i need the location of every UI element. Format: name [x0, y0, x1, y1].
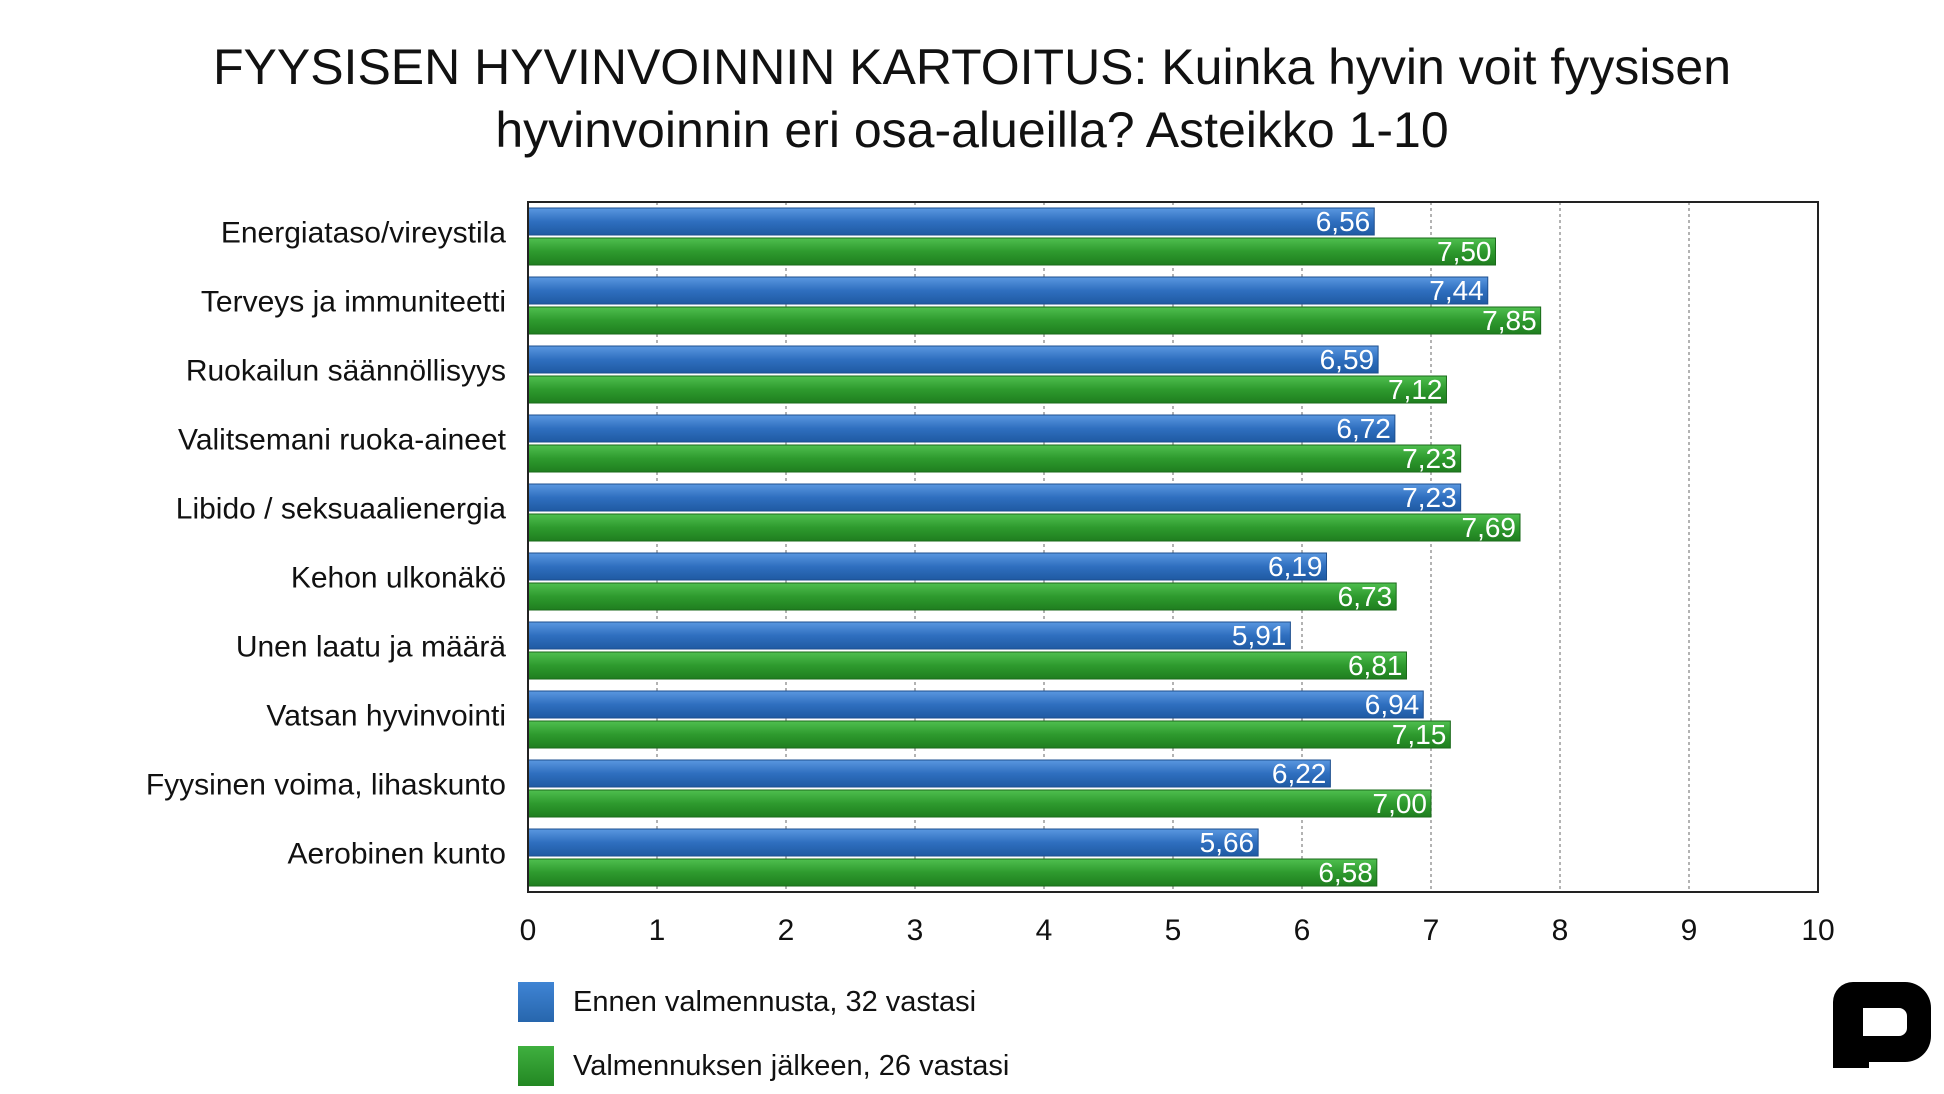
data-label: 7,44 — [1429, 275, 1484, 306]
chart-title-line-2: hyvinvoinnin eri osa-alueilla? Asteikko … — [495, 102, 1449, 158]
x-tick-label: 3 — [907, 914, 924, 947]
category-label: Ruokailun säännöllisyys — [186, 355, 506, 388]
data-label: 7,69 — [1462, 512, 1517, 543]
data-label: 5,91 — [1232, 620, 1287, 651]
data-label: 6,22 — [1272, 758, 1327, 789]
plot-border — [527, 201, 1819, 893]
bar-after — [527, 858, 1378, 887]
x-tick-label: 9 — [1681, 914, 1698, 947]
bar-after — [527, 513, 1521, 542]
legend-label-before: Ennen valmennusta, 32 vastasi — [573, 985, 977, 1018]
bar-before — [527, 414, 1396, 443]
plot-frame — [527, 201, 1819, 893]
category-label: Kehon ulkonäkö — [291, 562, 506, 595]
x-tick-label: 0 — [520, 914, 537, 947]
x-tick-label: 5 — [1165, 914, 1182, 947]
x-tick-label: 4 — [1036, 914, 1053, 947]
x-tick-label: 10 — [1801, 914, 1834, 947]
legend-label-after: Valmennuksen jälkeen, 26 vastasi — [573, 1049, 1010, 1082]
bar-before — [527, 552, 1328, 581]
bars: 6,567,507,447,856,597,126,727,237,237,69… — [527, 206, 1542, 888]
bar-after — [527, 651, 1407, 680]
x-tick-label: 6 — [1294, 914, 1311, 947]
data-label: 7,85 — [1482, 305, 1537, 336]
data-label: 6,73 — [1338, 581, 1393, 612]
data-label: 6,72 — [1336, 413, 1391, 444]
bar-before — [527, 345, 1379, 374]
data-label: 7,23 — [1402, 482, 1457, 513]
category-label: Vatsan hyvinvointi — [266, 700, 506, 733]
bar-after — [527, 375, 1447, 404]
legend-swatch-before — [518, 982, 554, 1022]
category-label: Energiataso/vireystila — [221, 217, 506, 250]
legend-swatch-after — [518, 1046, 554, 1086]
category-label: Valitsemani ruoka-aineet — [178, 424, 507, 457]
data-label: 6,56 — [1316, 206, 1371, 237]
category-label: Fyysinen voima, lihaskunto — [146, 769, 506, 802]
category-label: Unen laatu ja määrä — [236, 631, 506, 664]
data-label: 7,15 — [1392, 719, 1447, 750]
x-tick-label: 7 — [1423, 914, 1440, 947]
p-logo-icon — [1833, 982, 1931, 1068]
x-tick-label: 1 — [649, 914, 666, 947]
x-tick-label: 8 — [1552, 914, 1569, 947]
data-label: 5,66 — [1200, 827, 1255, 858]
data-label: 6,59 — [1320, 344, 1375, 375]
bar-after — [527, 789, 1432, 818]
x-axis-ticks: 0 1 2 3 4 5 6 7 8 9 10 — [520, 914, 1835, 947]
data-label: 7,00 — [1373, 788, 1428, 819]
chart-title: FYYSISEN HYVINVOINNIN KARTOITUS: Kuinka … — [0, 36, 1944, 162]
category-label: Terveys ja immuniteetti — [201, 286, 506, 319]
data-label: 6,81 — [1348, 650, 1403, 681]
data-label: 7,23 — [1402, 443, 1457, 474]
data-label: 6,19 — [1268, 551, 1323, 582]
data-label: 7,12 — [1388, 374, 1443, 405]
bar-before — [527, 759, 1331, 788]
data-label: 6,58 — [1318, 857, 1373, 888]
bar-after — [527, 720, 1451, 749]
legend-item-before: Ennen valmennusta, 32 vastasi — [518, 982, 976, 1022]
bar-before — [527, 828, 1259, 857]
bar-after — [527, 582, 1397, 611]
bar-after — [527, 237, 1496, 266]
bar-after — [527, 306, 1542, 335]
bar-before — [527, 276, 1489, 305]
bar-before — [527, 207, 1375, 236]
bar-after — [527, 444, 1462, 473]
x-tick-label: 2 — [778, 914, 795, 947]
data-label: 7,50 — [1437, 236, 1492, 267]
bar-before — [527, 621, 1291, 650]
category-label: Aerobinen kunto — [288, 838, 507, 871]
legend-item-after: Valmennuksen jälkeen, 26 vastasi — [518, 1046, 1009, 1086]
chart-title-line-1: FYYSISEN HYVINVOINNIN KARTOITUS: Kuinka … — [212, 39, 1732, 95]
bar-before — [527, 483, 1462, 512]
category-label: Libido / seksuaalienergia — [176, 493, 507, 526]
bar-before — [527, 690, 1424, 719]
data-label: 6,94 — [1365, 689, 1420, 720]
category-labels: Energiataso/vireystila Terveys ja immunit… — [146, 217, 507, 871]
